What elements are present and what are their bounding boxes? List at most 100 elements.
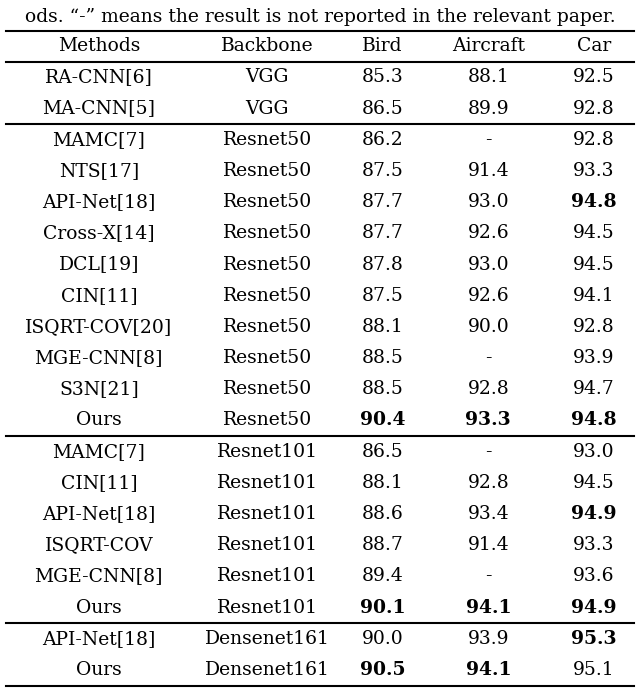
Text: Densenet161: Densenet161: [205, 661, 330, 679]
Text: 93.3: 93.3: [573, 162, 615, 180]
Text: Cross-X[14]: Cross-X[14]: [43, 224, 155, 242]
Text: Methods: Methods: [58, 37, 140, 55]
Text: 86.2: 86.2: [362, 130, 404, 149]
Text: 94.5: 94.5: [573, 474, 615, 492]
Text: 95.3: 95.3: [571, 630, 617, 648]
Text: 88.1: 88.1: [467, 68, 509, 86]
Text: 94.1: 94.1: [465, 599, 511, 617]
Text: 93.6: 93.6: [573, 568, 615, 586]
Text: Resnet101: Resnet101: [217, 599, 317, 617]
Text: 89.4: 89.4: [362, 568, 404, 586]
Text: 92.6: 92.6: [468, 287, 509, 305]
Text: Resnet50: Resnet50: [223, 224, 312, 242]
Text: 94.8: 94.8: [571, 412, 617, 430]
Text: Resnet101: Resnet101: [217, 443, 317, 461]
Text: 87.7: 87.7: [362, 224, 404, 242]
Text: 93.4: 93.4: [468, 505, 509, 523]
Text: 85.3: 85.3: [362, 68, 404, 86]
Text: Ours: Ours: [76, 661, 122, 679]
Text: Backbone: Backbone: [221, 37, 314, 55]
Text: 93.0: 93.0: [573, 443, 615, 461]
Text: ISQRT-COV[20]: ISQRT-COV[20]: [25, 318, 172, 336]
Text: Aircraft: Aircraft: [452, 37, 525, 55]
Text: Resnet101: Resnet101: [217, 536, 317, 555]
Text: 87.5: 87.5: [362, 162, 404, 180]
Text: Resnet50: Resnet50: [223, 287, 312, 305]
Text: NTS[17]: NTS[17]: [59, 162, 139, 180]
Text: MAMC[7]: MAMC[7]: [52, 443, 145, 461]
Text: Resnet50: Resnet50: [223, 162, 312, 180]
Text: VGG: VGG: [245, 99, 289, 117]
Text: DCL[19]: DCL[19]: [59, 255, 139, 273]
Text: 92.5: 92.5: [573, 68, 615, 86]
Text: -: -: [485, 349, 492, 367]
Text: MGE-CNN[8]: MGE-CNN[8]: [35, 568, 163, 586]
Text: Resnet50: Resnet50: [223, 380, 312, 398]
Text: 94.5: 94.5: [573, 224, 615, 242]
Text: VGG: VGG: [245, 68, 289, 86]
Text: 92.8: 92.8: [573, 318, 615, 336]
Text: 92.8: 92.8: [573, 99, 615, 117]
Text: API-Net[18]: API-Net[18]: [42, 193, 156, 211]
Text: 87.8: 87.8: [362, 255, 404, 273]
Text: -: -: [485, 130, 492, 149]
Text: MA-CNN[5]: MA-CNN[5]: [42, 99, 156, 117]
Text: Resnet101: Resnet101: [217, 505, 317, 523]
Text: 88.7: 88.7: [362, 536, 404, 555]
Text: 95.1: 95.1: [573, 661, 615, 679]
Text: API-Net[18]: API-Net[18]: [42, 630, 156, 648]
Text: API-Net[18]: API-Net[18]: [42, 505, 156, 523]
Text: 94.9: 94.9: [572, 599, 617, 617]
Text: 94.8: 94.8: [571, 193, 617, 211]
Text: 90.0: 90.0: [362, 630, 404, 648]
Text: Resnet50: Resnet50: [223, 130, 312, 149]
Text: 86.5: 86.5: [362, 443, 404, 461]
Text: Resnet50: Resnet50: [223, 193, 312, 211]
Text: 90.5: 90.5: [360, 661, 406, 679]
Text: Resnet101: Resnet101: [217, 474, 317, 492]
Text: Ours: Ours: [76, 412, 122, 430]
Text: 91.4: 91.4: [468, 162, 509, 180]
Text: 88.1: 88.1: [362, 318, 404, 336]
Text: 94.1: 94.1: [465, 661, 511, 679]
Text: 93.0: 93.0: [468, 193, 509, 211]
Text: 92.8: 92.8: [573, 130, 615, 149]
Text: -: -: [485, 568, 492, 586]
Text: Resnet50: Resnet50: [223, 412, 312, 430]
Text: 88.5: 88.5: [362, 349, 404, 367]
Text: Densenet161: Densenet161: [205, 630, 330, 648]
Text: 94.9: 94.9: [572, 505, 617, 523]
Text: 93.9: 93.9: [468, 630, 509, 648]
Text: ods. “-” means the result is not reported in the relevant paper.: ods. “-” means the result is not reporte…: [25, 8, 615, 26]
Text: 87.5: 87.5: [362, 287, 404, 305]
Text: S3N[21]: S3N[21]: [59, 380, 139, 398]
Text: 93.3: 93.3: [465, 412, 511, 430]
Text: 94.1: 94.1: [573, 287, 615, 305]
Text: Bird: Bird: [362, 37, 403, 55]
Text: 89.9: 89.9: [468, 99, 509, 117]
Text: 86.5: 86.5: [362, 99, 404, 117]
Text: 92.8: 92.8: [467, 474, 509, 492]
Text: 90.4: 90.4: [360, 412, 406, 430]
Text: 92.6: 92.6: [468, 224, 509, 242]
Text: MAMC[7]: MAMC[7]: [52, 130, 145, 149]
Text: CIN[11]: CIN[11]: [61, 474, 137, 492]
Text: MGE-CNN[8]: MGE-CNN[8]: [35, 349, 163, 367]
Text: Resnet50: Resnet50: [223, 349, 312, 367]
Text: 94.7: 94.7: [573, 380, 615, 398]
Text: Car: Car: [577, 37, 611, 55]
Text: 93.0: 93.0: [468, 255, 509, 273]
Text: 90.1: 90.1: [360, 599, 406, 617]
Text: 93.9: 93.9: [573, 349, 615, 367]
Text: 90.0: 90.0: [467, 318, 509, 336]
Text: 87.7: 87.7: [362, 193, 404, 211]
Text: 92.8: 92.8: [467, 380, 509, 398]
Text: RA-CNN[6]: RA-CNN[6]: [45, 68, 153, 86]
Text: CIN[11]: CIN[11]: [61, 287, 137, 305]
Text: Resnet50: Resnet50: [223, 255, 312, 273]
Text: Resnet101: Resnet101: [217, 568, 317, 586]
Text: 91.4: 91.4: [468, 536, 509, 555]
Text: -: -: [485, 443, 492, 461]
Text: 88.5: 88.5: [362, 380, 404, 398]
Text: Ours: Ours: [76, 599, 122, 617]
